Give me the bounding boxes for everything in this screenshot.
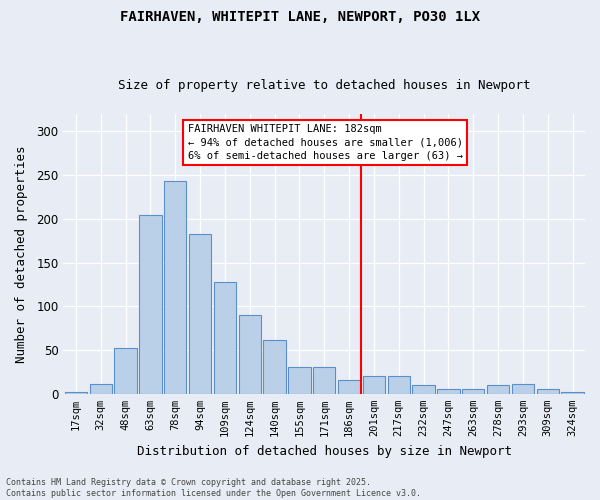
- Bar: [239, 315, 261, 394]
- Y-axis label: Number of detached properties: Number of detached properties: [15, 145, 28, 362]
- Bar: [164, 182, 187, 394]
- Bar: [412, 385, 435, 394]
- Bar: [338, 380, 360, 394]
- Bar: [65, 392, 87, 394]
- Bar: [363, 376, 385, 394]
- Bar: [487, 385, 509, 394]
- Text: FAIRHAVEN WHITEPIT LANE: 182sqm
← 94% of detached houses are smaller (1,006)
6% : FAIRHAVEN WHITEPIT LANE: 182sqm ← 94% of…: [188, 124, 463, 161]
- Bar: [388, 376, 410, 394]
- Bar: [437, 390, 460, 394]
- Bar: [288, 366, 311, 394]
- Text: FAIRHAVEN, WHITEPIT LANE, NEWPORT, PO30 1LX: FAIRHAVEN, WHITEPIT LANE, NEWPORT, PO30 …: [120, 10, 480, 24]
- Bar: [536, 390, 559, 394]
- Bar: [139, 216, 161, 394]
- Bar: [462, 390, 484, 394]
- Bar: [512, 384, 534, 394]
- Bar: [313, 366, 335, 394]
- Bar: [89, 384, 112, 394]
- Bar: [189, 234, 211, 394]
- X-axis label: Distribution of detached houses by size in Newport: Distribution of detached houses by size …: [137, 444, 512, 458]
- Bar: [115, 348, 137, 394]
- Bar: [263, 340, 286, 394]
- Bar: [562, 392, 584, 394]
- Text: Contains HM Land Registry data © Crown copyright and database right 2025.
Contai: Contains HM Land Registry data © Crown c…: [6, 478, 421, 498]
- Title: Size of property relative to detached houses in Newport: Size of property relative to detached ho…: [118, 79, 530, 92]
- Bar: [214, 282, 236, 394]
